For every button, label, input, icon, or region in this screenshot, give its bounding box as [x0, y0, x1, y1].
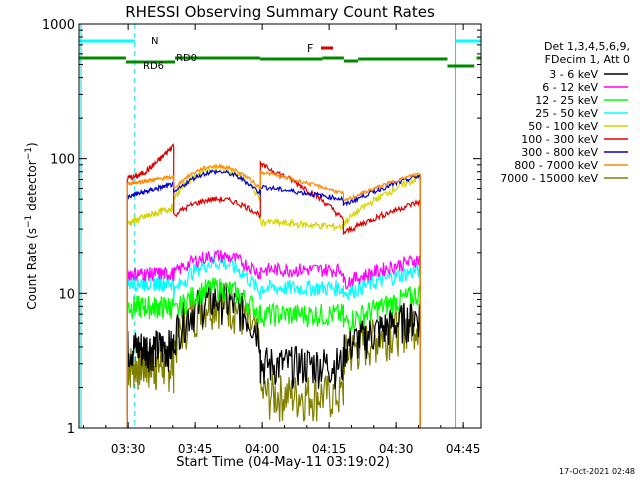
- y-axis-label: Count Rate (s−1 detector−1): [24, 142, 39, 309]
- legend-header: FDecim 1, Att 0: [545, 53, 630, 66]
- legend-label: 800 - 7000 keV: [514, 159, 598, 172]
- legend-header: Det 1,3,4,5,6,9,: [544, 40, 630, 53]
- series-line: [126, 277, 421, 428]
- x-axis-label: Start Time (04-May-11 03:19:02): [176, 455, 390, 470]
- y-tick-label: 100: [50, 153, 75, 168]
- rd0-label: RD0: [176, 53, 197, 64]
- rd6-label: RD6: [143, 61, 164, 72]
- y-tick-label: 1000: [42, 18, 75, 33]
- legend-label: 6 - 12 keV: [542, 81, 598, 94]
- x-axis: 03:30 03:45 04:00 04:15 04:30 04:45: [82, 24, 481, 456]
- plot-frame: [78, 23, 482, 429]
- x-tick-label: 04:15: [312, 442, 347, 456]
- y-tick-label: 10: [58, 287, 75, 302]
- series-line: [126, 256, 421, 428]
- legend-label: 12 - 25 keV: [535, 94, 598, 107]
- legend-label: 50 - 100 keV: [528, 120, 598, 133]
- x-tick-label: 04:45: [446, 442, 481, 456]
- x-tick-label: 03:30: [111, 442, 146, 456]
- x-tick-label: 04:30: [379, 442, 414, 456]
- legend-label: 25 - 50 keV: [535, 107, 598, 120]
- legend-label: 7000 - 15000 keV: [500, 172, 598, 185]
- x-tick-label: 04:00: [245, 442, 280, 456]
- series-line: [126, 168, 421, 428]
- saa-label: N: [151, 36, 158, 47]
- series-line: [126, 281, 421, 428]
- y-tick-label: 1: [67, 422, 75, 437]
- timestamp: 17-Oct-2021 02:48: [559, 467, 635, 476]
- legend: Det 1,3,4,5,6,9,FDecim 1, Att 0 3 - 6 keV…: [500, 40, 630, 185]
- attenuator-label: F: [307, 42, 313, 55]
- y-axis: 1 10 100 1000: [42, 18, 481, 437]
- chart-title: RHESSI Observing Summary Count Rates: [125, 3, 435, 21]
- plot-area: RD0 RD6 N F: [79, 24, 481, 428]
- legend-label: 3 - 6 keV: [549, 68, 598, 81]
- series-line: [126, 163, 421, 428]
- legend-label: 100 - 300 keV: [521, 133, 598, 146]
- x-tick-label: 03:45: [178, 442, 213, 456]
- legend-label: 300 - 800 keV: [521, 146, 598, 159]
- series-line: [126, 249, 421, 428]
